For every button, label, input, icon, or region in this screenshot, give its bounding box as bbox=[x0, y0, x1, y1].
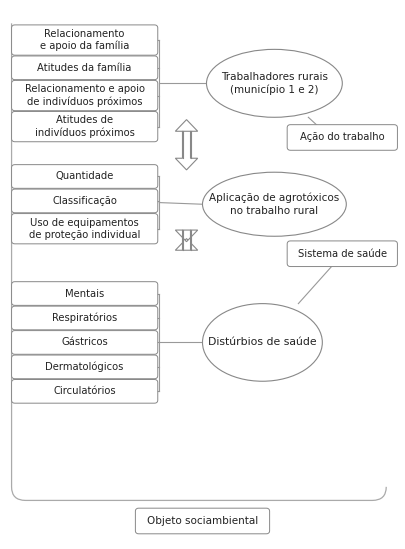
Text: Dermatológicos: Dermatológicos bbox=[45, 362, 124, 372]
Text: Distúrbios de saúde: Distúrbios de saúde bbox=[208, 338, 317, 348]
Text: Uso de equipamentos
de proteção individual: Uso de equipamentos de proteção individu… bbox=[29, 218, 141, 240]
Text: Aplicação de agrotóxicos
no trabalho rural: Aplicação de agrotóxicos no trabalho rur… bbox=[209, 193, 339, 216]
Ellipse shape bbox=[207, 49, 342, 117]
FancyBboxPatch shape bbox=[12, 25, 158, 55]
Text: Trabalhadores rurais
(município 1 e 2): Trabalhadores rurais (município 1 e 2) bbox=[221, 72, 328, 95]
FancyBboxPatch shape bbox=[183, 131, 190, 158]
FancyBboxPatch shape bbox=[287, 241, 397, 267]
FancyBboxPatch shape bbox=[183, 230, 190, 250]
Text: Circulatórios: Circulatórios bbox=[53, 386, 116, 396]
Text: Objeto sociambiental: Objeto sociambiental bbox=[147, 516, 258, 526]
Polygon shape bbox=[175, 120, 198, 158]
Ellipse shape bbox=[202, 304, 322, 381]
FancyBboxPatch shape bbox=[12, 189, 158, 213]
FancyBboxPatch shape bbox=[12, 282, 158, 305]
Text: Relacionamento
e apoio da família: Relacionamento e apoio da família bbox=[40, 29, 129, 52]
Polygon shape bbox=[175, 131, 198, 170]
FancyBboxPatch shape bbox=[12, 330, 158, 354]
Polygon shape bbox=[175, 230, 198, 250]
FancyBboxPatch shape bbox=[12, 214, 158, 244]
FancyBboxPatch shape bbox=[12, 165, 158, 188]
FancyBboxPatch shape bbox=[135, 508, 270, 534]
Text: Mentais: Mentais bbox=[65, 289, 104, 299]
Text: Gástricos: Gástricos bbox=[61, 338, 108, 348]
Text: Relacionamento e apoio
de indivíduos próximos: Relacionamento e apoio de indivíduos pró… bbox=[25, 84, 145, 107]
Text: Sistema de saúde: Sistema de saúde bbox=[298, 249, 387, 259]
FancyBboxPatch shape bbox=[12, 355, 158, 379]
FancyBboxPatch shape bbox=[12, 56, 158, 80]
FancyBboxPatch shape bbox=[12, 111, 158, 142]
FancyBboxPatch shape bbox=[12, 379, 158, 403]
Text: Ação do trabalho: Ação do trabalho bbox=[300, 132, 385, 143]
Ellipse shape bbox=[202, 172, 346, 236]
Text: Atitudes da família: Atitudes da família bbox=[38, 63, 132, 73]
FancyBboxPatch shape bbox=[12, 80, 158, 111]
Text: Respiratórios: Respiratórios bbox=[52, 313, 117, 323]
Text: Atitudes de
indivíduos próximos: Atitudes de indivíduos próximos bbox=[35, 115, 134, 138]
FancyBboxPatch shape bbox=[12, 306, 158, 330]
Text: Quantidade: Quantidade bbox=[55, 171, 114, 182]
Polygon shape bbox=[175, 230, 198, 250]
Text: Classificação: Classificação bbox=[52, 196, 117, 206]
FancyBboxPatch shape bbox=[287, 125, 397, 150]
